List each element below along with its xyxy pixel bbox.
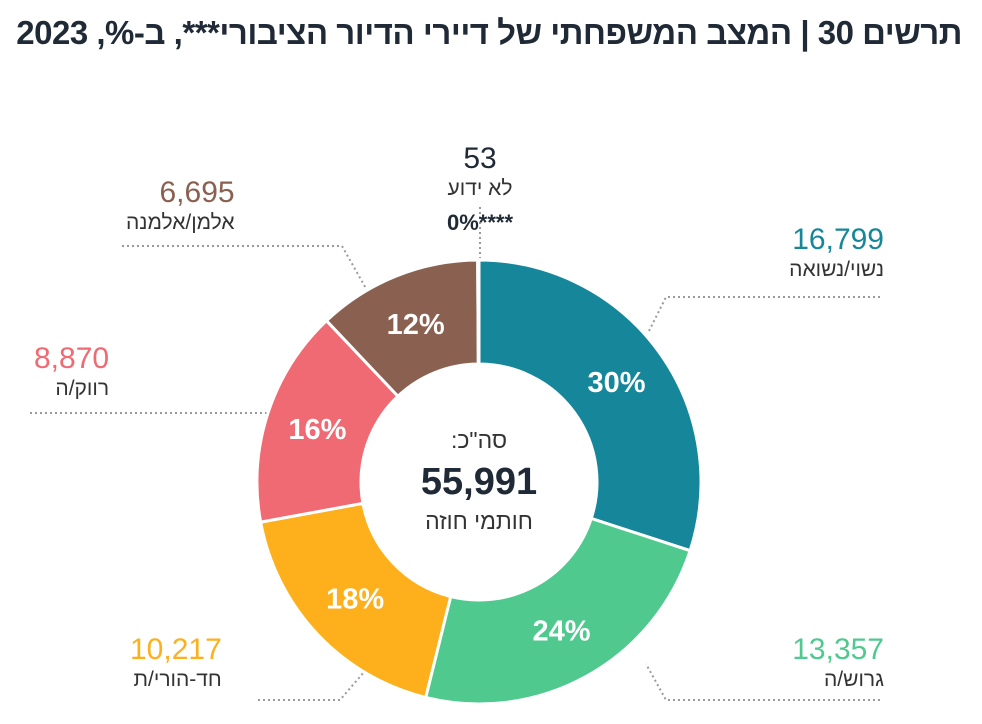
category-divorced: גרוש/ה	[823, 668, 884, 691]
slice-percent-divorced: 24%	[533, 616, 591, 648]
value-single: 8,870	[34, 342, 110, 375]
label-divorced: 13,357 גרוש/ה	[792, 633, 884, 693]
value-unknown: 53	[463, 142, 497, 175]
label-unknown: 53 לא ידוע 0%****	[436, 142, 524, 236]
slice-percent-single: 16%	[288, 414, 346, 446]
leader-line-widowed	[122, 245, 369, 293]
value-widowed: 6,695	[159, 176, 235, 209]
leader-line-divorced	[645, 663, 880, 701]
center-total-value: 55,991	[421, 461, 537, 503]
category-married: נשוי/נשואה	[789, 258, 884, 281]
slice-percent-widowed: 12%	[387, 309, 445, 341]
slice-divorced	[423, 516, 693, 706]
center-total-unit: חותמי חוזה	[425, 508, 533, 534]
slice-percent-married: 30%	[588, 367, 646, 399]
leader-line-single-parent	[258, 671, 365, 701]
percent-unknown: 0%****	[446, 210, 514, 235]
slice-percent-single-parent: 18%	[326, 584, 384, 616]
slice-married	[477, 258, 703, 553]
slice-single	[255, 318, 401, 524]
leader-line-married	[647, 296, 880, 334]
slice-single-parent	[258, 501, 453, 700]
label-single: 8,870 רווק/ה	[34, 342, 109, 402]
category-unknown: לא ידוע	[447, 177, 513, 200]
value-divorced: 13,357	[792, 633, 884, 666]
chart-title: תרשים 30 | המצב המשפחתי של דיירי הדיור ה…	[16, 14, 962, 51]
label-widowed: 6,695 אלמן/אלמנה	[126, 176, 235, 236]
slice-unknown	[476, 258, 481, 366]
category-widowed: אלמן/אלמנה	[126, 211, 235, 234]
category-single: רווק/ה	[55, 377, 110, 400]
label-single-parent: 10,217 חד-הורי/ת	[130, 633, 222, 693]
label-married: 16,799 נשוי/נשואה	[789, 223, 884, 283]
value-married: 16,799	[792, 223, 884, 256]
value-single-parent: 10,217	[130, 633, 222, 666]
category-single-parent: חד-הורי/ת	[133, 668, 222, 691]
center-total-caption: סה"כ:	[451, 427, 507, 453]
